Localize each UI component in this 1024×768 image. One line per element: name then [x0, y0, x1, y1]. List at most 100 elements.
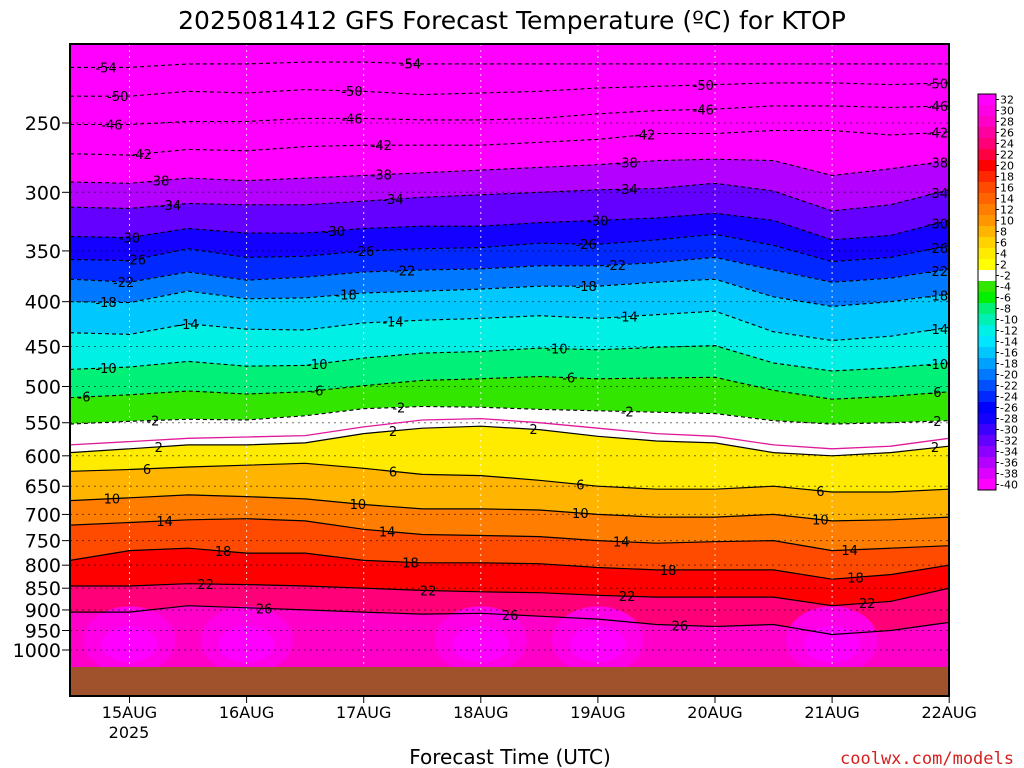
isotherm-label: 14 — [379, 525, 396, 540]
isotherm-label: -22 — [113, 276, 134, 291]
isotherm--14 — [70, 310, 949, 342]
isotherm-label: 22 — [619, 590, 636, 605]
colorbar-label: -8 — [1000, 303, 1011, 316]
isotherm-label: -30 — [119, 232, 140, 247]
isotherm-label: -18 — [927, 290, 948, 305]
colorbar-label: 30 — [1000, 105, 1014, 118]
isotherm-label: 18 — [847, 571, 864, 586]
isotherm--38 — [70, 158, 949, 184]
colorbar-swatch — [978, 226, 996, 237]
isotherm-label: -14 — [617, 311, 638, 326]
isotherm-10 — [70, 494, 949, 522]
colorbar-swatch — [978, 149, 996, 160]
isotherm-label: 14 — [156, 515, 173, 530]
isotherm-label: -46 — [101, 119, 122, 134]
isotherm-label: -54 — [400, 58, 421, 73]
colorbar-label: -30 — [1000, 424, 1018, 437]
isotherm-label: -42 — [131, 148, 152, 163]
y-tick-label: 300 — [25, 182, 61, 204]
isotherm-label: 22 — [420, 585, 437, 600]
colorbar-swatch — [978, 171, 996, 182]
colorbar-label: -28 — [1000, 413, 1018, 426]
colorbar-label: 14 — [1000, 193, 1014, 206]
isotherm-label: -38 — [617, 157, 638, 172]
isotherm-label: -10 — [927, 358, 948, 373]
colorbar-label: -24 — [1000, 391, 1018, 404]
colorbar-label: 8 — [1000, 226, 1007, 239]
colorbar-swatch — [978, 127, 996, 138]
colorbar-label: 28 — [1000, 116, 1014, 129]
isotherm-label: 6 — [389, 465, 397, 480]
colorbar-label: 4 — [1000, 248, 1007, 261]
isotherm-label: 2 — [155, 441, 163, 456]
isotherm-label: -34 — [382, 193, 403, 208]
colorbar-swatch — [978, 215, 996, 226]
isotherm--42 — [70, 129, 949, 156]
isotherm-label: -42 — [634, 129, 655, 144]
isotherm-label: 6 — [143, 463, 151, 478]
isotherm-label: -46 — [341, 112, 362, 127]
colorbar-label: 32 — [1000, 94, 1014, 107]
isotherm-2 — [70, 425, 949, 457]
colorbar-label: -14 — [1000, 336, 1018, 349]
colorbar-swatch — [978, 182, 996, 193]
x-tick-label: 20AUG — [687, 703, 742, 722]
isotherm-label: -34 — [927, 187, 948, 202]
colorbar-swatch — [978, 446, 996, 457]
y-tick-label: 550 — [25, 413, 61, 435]
isotherm-label: -6 — [78, 391, 91, 406]
y-tick-label: 650 — [25, 476, 61, 498]
isotherm-label: -30 — [324, 225, 345, 240]
isotherm-label: -50 — [341, 85, 362, 100]
colorbar-label: -2 — [1000, 270, 1011, 283]
isotherm--46 — [70, 105, 949, 126]
y-tick-label: 850 — [25, 578, 61, 600]
isotherm-label: 18 — [215, 545, 232, 560]
colorbar-label: -10 — [1000, 314, 1018, 327]
colorbar-swatch — [978, 468, 996, 479]
y-tick-label: 600 — [25, 446, 61, 468]
colorbar-label: 18 — [1000, 171, 1014, 184]
isotherm-label: 6 — [576, 478, 584, 493]
x-tick-label: 21AUG — [804, 703, 859, 722]
colorbar-swatch — [978, 281, 996, 292]
colorbar-label: 24 — [1000, 138, 1014, 151]
isotherm-label: -14 — [177, 318, 198, 333]
isotherm-label: -50 — [107, 90, 128, 105]
isotherm-label: 2 — [529, 423, 537, 438]
colorbar-swatch — [978, 424, 996, 435]
gridlines — [70, 44, 949, 696]
x-tick-label: 18AUG — [453, 703, 508, 722]
y-tick-label: 1000 — [13, 640, 61, 662]
isotherm-label: 18 — [660, 564, 677, 579]
isotherm--30 — [70, 212, 949, 241]
colorbar-swatch — [978, 402, 996, 413]
isotherm-label: -38 — [371, 169, 392, 184]
colorbar-label: 10 — [1000, 215, 1014, 228]
colorbar-swatch — [978, 116, 996, 127]
isotherm-label: 22 — [197, 578, 214, 593]
isotherm-label: 26 — [256, 602, 273, 617]
y-tick-label: 900 — [25, 600, 61, 622]
x-axis-year: 2025 — [109, 723, 150, 742]
isotherm-6 — [70, 462, 949, 493]
chart-title: 2025081412 GFS Forecast Temperature (ºC)… — [178, 6, 846, 35]
isotherm-label: -14 — [382, 316, 403, 331]
isotherm-label: 2 — [931, 441, 939, 456]
isotherm-label: 26 — [502, 609, 519, 624]
colorbar-label: -38 — [1000, 468, 1018, 481]
colorbar-swatch — [978, 369, 996, 380]
colorbar-label: -6 — [1000, 292, 1011, 305]
isotherm-labels: -54 -54 -50 -50 -50 -50 -46 -46 -46 -46 -42 -42 -42 -… — [78, 58, 949, 635]
y-tick-label: 800 — [25, 555, 61, 577]
colorbar-swatch — [978, 314, 996, 325]
colorbar-label: -26 — [1000, 402, 1018, 415]
isotherm-label: 2 — [389, 425, 397, 440]
colorbar-label: -18 — [1000, 358, 1018, 371]
colorbar-swatch — [978, 292, 996, 303]
isotherm-label: -2 — [146, 415, 159, 430]
isotherm-label: -18 — [336, 288, 357, 303]
isotherm-label: -26 — [125, 253, 146, 268]
colorbar-swatch — [978, 358, 996, 369]
isotherm-label: 22 — [859, 597, 876, 612]
